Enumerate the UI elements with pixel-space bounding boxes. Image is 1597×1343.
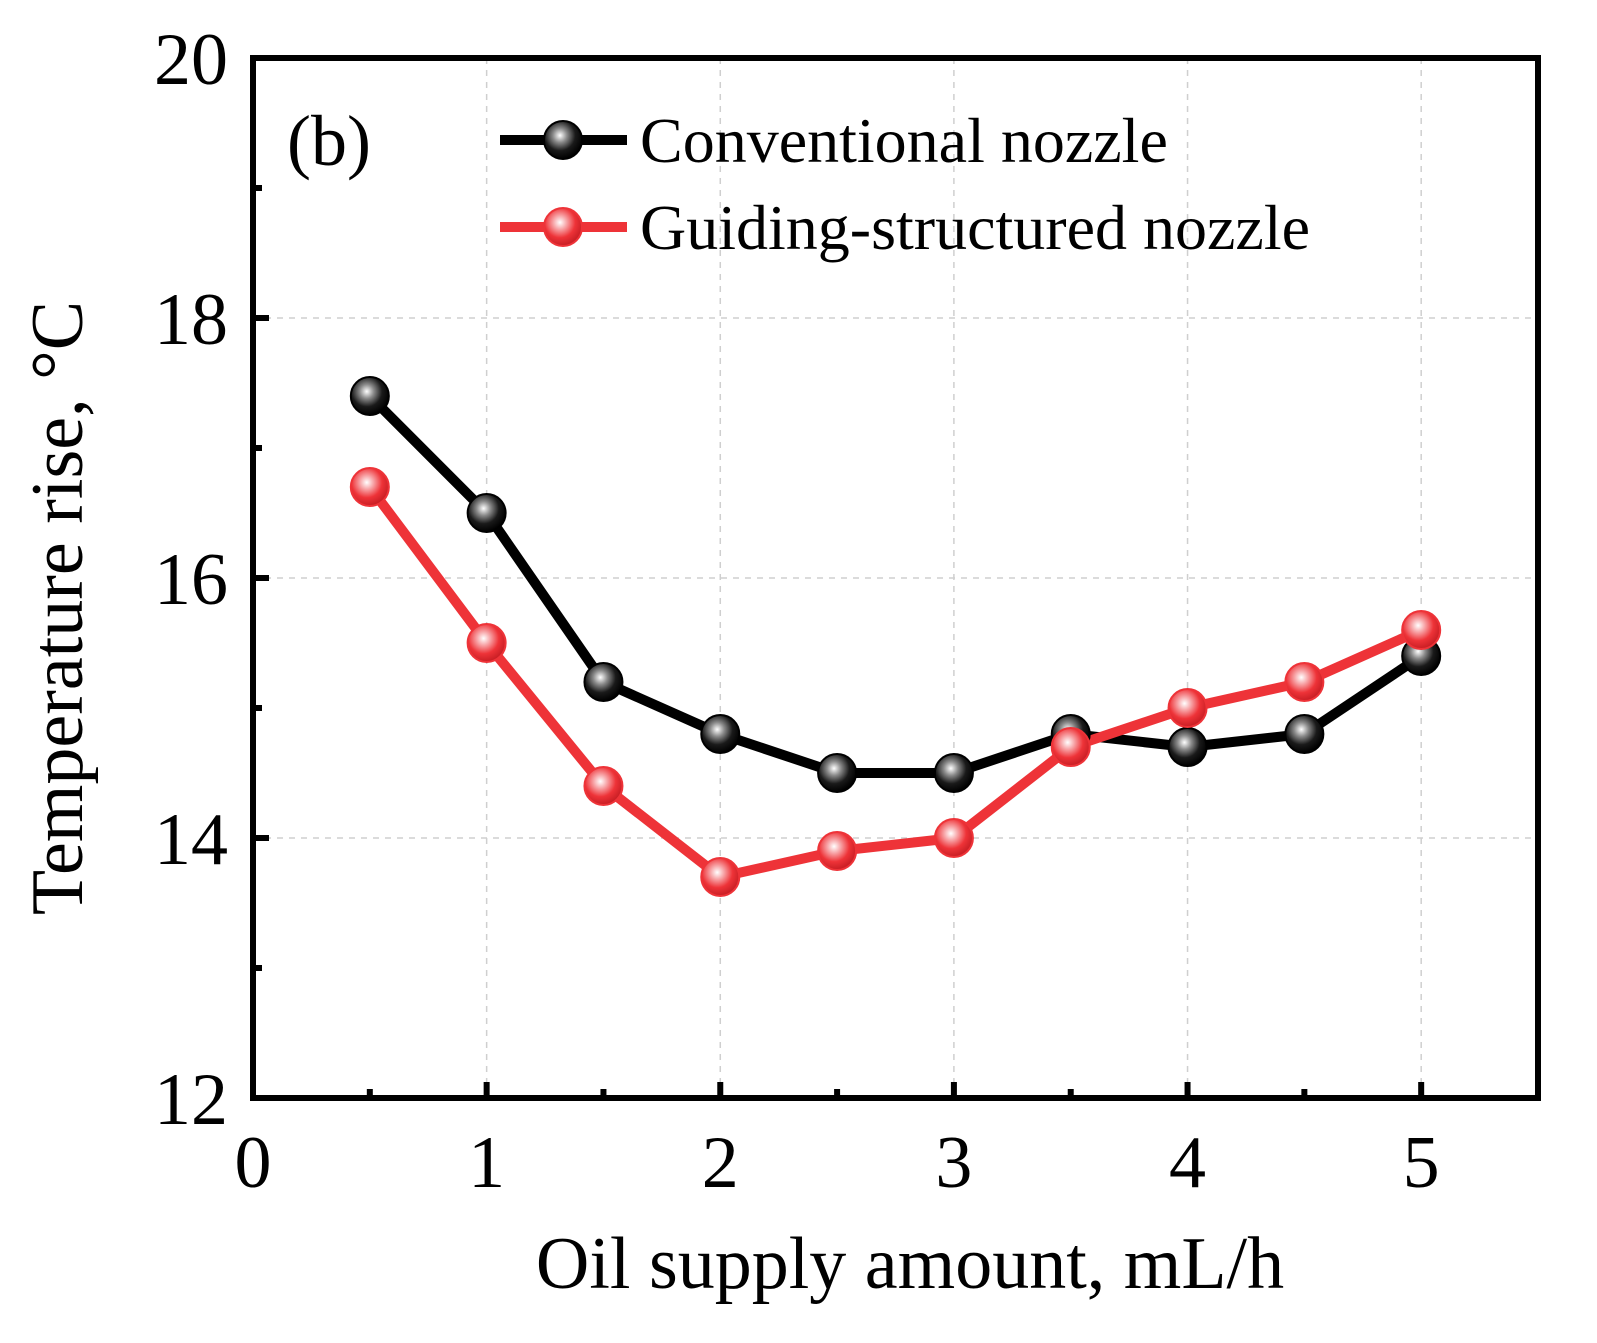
y-tick-label: 18 xyxy=(154,279,228,361)
data-point xyxy=(1401,610,1442,650)
x-tick-label: 3 xyxy=(935,1122,972,1204)
x-tick-label: 1 xyxy=(468,1122,505,1204)
legend-label: Conventional nozzle xyxy=(640,105,1168,176)
legend: Conventional nozzle Guiding-structured no… xyxy=(500,105,1310,263)
data-point xyxy=(700,714,741,754)
series-line-1 xyxy=(365,484,1424,882)
x-tick-label: 2 xyxy=(702,1122,739,1204)
data-point xyxy=(817,753,858,793)
y-tick-label: 14 xyxy=(154,799,228,881)
series-line-0 xyxy=(366,392,1424,778)
data-point xyxy=(933,818,974,858)
data-point xyxy=(817,831,858,871)
panel-label: (b) xyxy=(287,101,371,181)
data-point xyxy=(1284,662,1325,702)
legend-label: Guiding-structured nozzle xyxy=(640,192,1310,263)
legend-marker xyxy=(543,120,583,160)
data-point xyxy=(349,376,390,416)
grid-lines xyxy=(253,58,1538,1098)
data-point xyxy=(1284,714,1325,754)
data-point xyxy=(583,662,624,702)
data-point xyxy=(583,766,624,806)
x-axis-title: Oil supply amount, mL/h xyxy=(536,1223,1284,1305)
data-point xyxy=(466,623,507,663)
data-point xyxy=(1050,727,1091,767)
data-point xyxy=(1167,688,1208,728)
x-tick-label: 4 xyxy=(1169,1122,1206,1204)
legend-marker xyxy=(543,207,583,247)
x-tick-label: 5 xyxy=(1403,1122,1440,1204)
y-tick-label: 12 xyxy=(154,1059,228,1141)
axis-ticks xyxy=(250,55,1425,1101)
y-tick-label: 20 xyxy=(154,19,228,101)
data-point xyxy=(700,857,741,897)
series-layer xyxy=(349,376,1442,897)
y-tick-label: 16 xyxy=(154,539,228,621)
y-axis-title: Temperature rise, °C xyxy=(17,301,99,915)
data-point xyxy=(1167,727,1208,767)
data-point xyxy=(349,467,390,507)
data-point xyxy=(466,493,507,533)
x-tick-label: 0 xyxy=(235,1122,272,1204)
data-point xyxy=(933,753,974,793)
